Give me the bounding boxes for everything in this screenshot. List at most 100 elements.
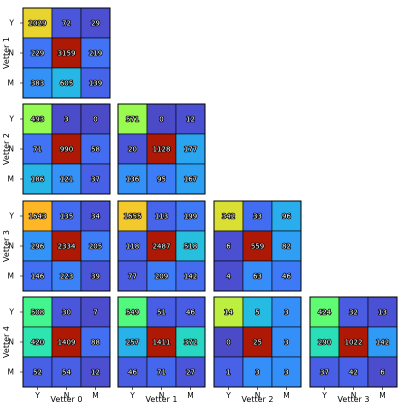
cell-value-label: 82: [282, 243, 291, 251]
cell-value-label: 3: [255, 369, 259, 377]
cell-value-label: 12: [186, 116, 195, 124]
cell-value-label: 177: [184, 146, 197, 154]
column-axis-label: Vetter 3: [338, 395, 370, 404]
heatmap-cell: [175, 326, 206, 358]
cell-value-label: 209: [155, 273, 168, 281]
heatmap-cell: [242, 260, 273, 292]
y-tick-label: Y: [8, 212, 14, 221]
column-axis-label: Vetter 0: [51, 395, 83, 404]
heatmap-cell: [175, 230, 206, 262]
heatmap-cell: [22, 230, 53, 262]
heatmap-cell: [213, 326, 244, 358]
cell-value-label: 39: [91, 273, 100, 281]
cell-value-label: 229: [31, 50, 44, 58]
panel-frame: [117, 103, 206, 195]
row-axis-label: Vetter 3: [2, 230, 11, 262]
heatmap-cell: [51, 163, 82, 195]
heatmap-panel-vetter-4-vs-vetter-3: 424 32 13 290 1022 142 37 42 6 Y N M: [309, 296, 398, 400]
cell-value-label: 420: [31, 339, 44, 347]
row-axis-label: Vetter 2: [2, 133, 11, 165]
heatmap-panel-vetter-1-vs-vetter-0: 2029 72 29 229 3159 219 383 605 139 Y N M: [8, 7, 111, 99]
cell-value-label: 205: [89, 243, 102, 251]
y-tick-label: N: [8, 49, 14, 58]
cell-value-label: 51: [157, 309, 166, 317]
cell-value-label: 2029: [29, 20, 47, 28]
cell-value-label: 2334: [58, 243, 76, 251]
cell-value-label: 118: [126, 243, 139, 251]
cell-value-label: 4: [226, 273, 231, 281]
heatmap-cell: [51, 133, 82, 165]
cell-value-label: 383: [31, 80, 44, 88]
cell-value-label: 33: [253, 213, 262, 221]
y-tick-label: Y: [8, 115, 14, 124]
heatmap-cell: [117, 103, 148, 135]
y-tick-label: Y: [8, 19, 14, 28]
heatmap-cell: [309, 356, 340, 388]
cell-value-label: 72: [62, 20, 71, 28]
cell-value-label: 37: [320, 369, 329, 377]
x-tick-label: Y: [34, 391, 40, 400]
heatmap-cell: [22, 163, 53, 195]
cell-value-label: 12: [91, 369, 100, 377]
cell-value-label: 1128: [153, 146, 171, 154]
heatmap-cell: [175, 163, 206, 195]
cell-value-label: 32: [349, 309, 358, 317]
heatmap-cell: [22, 260, 53, 292]
cell-value-label: 990: [60, 146, 73, 154]
cell-value-label: 571: [126, 116, 139, 124]
cell-value-label: 135: [60, 213, 73, 221]
cell-value-label: 223: [60, 273, 73, 281]
heatmap-panel-vetter-3-vs-vetter-2: 342 33 96 6 559 82 4 63 46: [213, 200, 302, 292]
cell-value-label: 13: [378, 309, 387, 317]
cell-value-label: 46: [282, 273, 291, 281]
heatmap-cell: [213, 356, 244, 388]
cell-value-label: 142: [184, 273, 197, 281]
cell-value-label: 3: [284, 369, 288, 377]
column-axis-label: Vetter 1: [146, 395, 178, 404]
heatmap-cell: [80, 260, 111, 292]
cell-value-label: 25: [253, 339, 262, 347]
heatmap-panel-vetter-2-vs-vetter-1: 571 0 12 20 1128 177 136 95 167: [117, 103, 206, 195]
column-axis-label: Vetter 2: [242, 395, 274, 404]
heatmap-cell: [175, 133, 206, 165]
y-tick-label: M: [8, 272, 14, 281]
cell-value-label: 605: [60, 80, 73, 88]
cell-value-label: 46: [128, 369, 137, 377]
cell-value-label: 1655: [124, 213, 142, 221]
heatmap-panel-vetter-2-vs-vetter-0: 493 3 0 71 990 58 186 121 37 Y N M: [8, 103, 111, 195]
cell-value-label: 290: [318, 339, 331, 347]
cell-value-label: 167: [184, 176, 197, 184]
cell-value-label: 549: [126, 309, 139, 317]
cell-value-label: 142: [376, 339, 389, 347]
cell-value-label: 0: [93, 116, 97, 124]
heatmap-cell: [117, 356, 148, 388]
cell-value-label: 46: [186, 309, 195, 317]
cell-value-label: 54: [62, 369, 71, 377]
heatmap-panel-vetter-4-vs-vetter-1: 549 51 46 257 1411 372 46 71 27 Y N M: [117, 296, 206, 400]
heatmap-cell: [80, 356, 111, 388]
heatmap-cell: [175, 103, 206, 135]
cell-value-label: 1022: [345, 339, 363, 347]
cell-value-label: 29: [91, 20, 100, 28]
heatmap-panel-vetter-3-vs-vetter-1: 1655 113 199 118 2487 518 77 209 142: [117, 200, 206, 292]
cell-value-label: 186: [31, 176, 45, 184]
heatmap-cell: [80, 230, 111, 262]
heatmap-panel-vetter-4-vs-vetter-2: 14 5 3 0 25 3 1 3 3 Y N M: [213, 296, 302, 400]
cell-value-label: 508: [31, 309, 44, 317]
cell-value-label: 257: [126, 339, 139, 347]
cell-value-label: 88: [91, 339, 100, 347]
cell-value-label: 3159: [58, 50, 76, 58]
x-tick-label: N: [159, 391, 165, 400]
heatmap-cell: [51, 356, 82, 388]
heatmap-cell: [51, 7, 82, 39]
y-tick-label: M: [8, 79, 14, 88]
x-tick-label: M: [187, 391, 193, 400]
cell-value-label: 146: [31, 273, 45, 281]
heatmap-cell: [242, 356, 273, 388]
heatmap-cell: [80, 326, 111, 358]
x-tick-label: Y: [129, 391, 135, 400]
x-tick-label: M: [379, 391, 385, 400]
cell-value-label: 121: [60, 176, 73, 184]
heatmap-cell: [117, 296, 148, 328]
cell-value-label: 1643: [29, 213, 47, 221]
